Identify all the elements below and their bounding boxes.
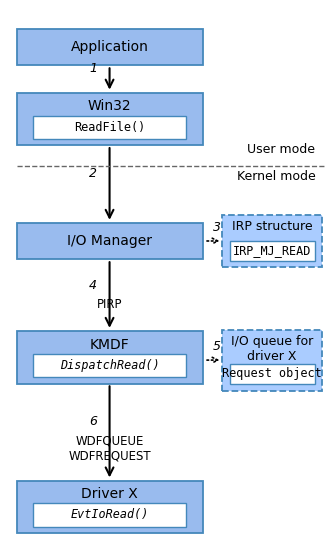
- FancyBboxPatch shape: [17, 331, 203, 383]
- Text: Kernel mode: Kernel mode: [237, 170, 315, 182]
- Text: Application: Application: [71, 40, 148, 54]
- Text: I/O Manager: I/O Manager: [67, 234, 152, 248]
- Text: 2: 2: [89, 167, 97, 181]
- FancyBboxPatch shape: [230, 240, 315, 261]
- FancyBboxPatch shape: [17, 29, 203, 65]
- FancyBboxPatch shape: [222, 214, 322, 268]
- Text: 3: 3: [212, 222, 221, 234]
- Text: Win32: Win32: [88, 100, 131, 114]
- FancyBboxPatch shape: [222, 330, 322, 391]
- Text: IRP structure: IRP structure: [232, 220, 312, 233]
- FancyBboxPatch shape: [230, 364, 315, 384]
- Text: I/O queue for
driver X: I/O queue for driver X: [231, 335, 313, 363]
- Text: IRP_MJ_READ: IRP_MJ_READ: [233, 244, 311, 257]
- FancyBboxPatch shape: [17, 93, 203, 145]
- Text: 1: 1: [89, 63, 97, 75]
- FancyBboxPatch shape: [33, 115, 186, 138]
- Text: DispatchRead(): DispatchRead(): [60, 359, 159, 372]
- Text: Request object: Request object: [222, 367, 322, 381]
- FancyBboxPatch shape: [33, 503, 186, 526]
- Text: WDFQUEUE
WDFREQUEST: WDFQUEUE WDFREQUEST: [68, 434, 151, 462]
- FancyBboxPatch shape: [33, 354, 186, 377]
- Text: EvtIoRead(): EvtIoRead(): [70, 509, 149, 521]
- FancyBboxPatch shape: [17, 480, 203, 533]
- Text: PIRP: PIRP: [97, 297, 122, 311]
- Text: ReadFile(): ReadFile(): [74, 121, 145, 134]
- Text: KMDF: KMDF: [90, 337, 129, 352]
- Text: 6: 6: [89, 416, 97, 428]
- Text: 5: 5: [212, 341, 221, 353]
- Text: User mode: User mode: [247, 143, 315, 156]
- Text: 4: 4: [89, 279, 97, 291]
- FancyBboxPatch shape: [17, 223, 203, 259]
- Text: Driver X: Driver X: [81, 488, 138, 501]
